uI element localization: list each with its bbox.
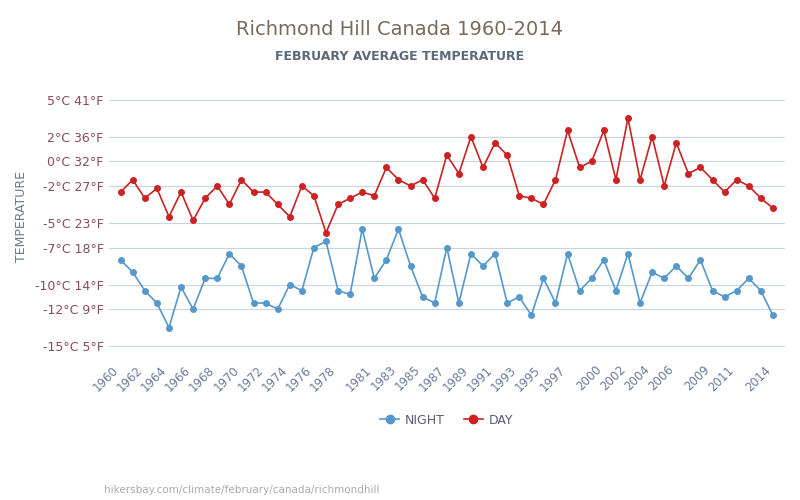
Line: DAY: DAY	[118, 116, 776, 236]
NIGHT	[285, 282, 294, 288]
DAY	[188, 218, 198, 224]
DAY	[321, 230, 330, 235]
NIGHT	[249, 300, 258, 306]
DAY	[116, 189, 126, 195]
Text: Richmond Hill Canada 1960-2014: Richmond Hill Canada 1960-2014	[237, 20, 563, 39]
DAY	[768, 205, 778, 211]
Text: FEBRUARY AVERAGE TEMPERATURE: FEBRUARY AVERAGE TEMPERATURE	[275, 50, 525, 63]
Text: hikersbay.com/climate/february/canada/richmondhill: hikersbay.com/climate/february/canada/ri…	[104, 485, 379, 495]
Line: NIGHT: NIGHT	[118, 226, 776, 330]
DAY	[370, 193, 379, 199]
NIGHT	[116, 257, 126, 263]
NIGHT	[768, 312, 778, 318]
DAY	[273, 202, 282, 207]
DAY	[720, 189, 730, 195]
Y-axis label: TEMPERATURE: TEMPERATURE	[15, 171, 28, 262]
DAY	[237, 177, 246, 183]
NIGHT	[200, 276, 210, 281]
NIGHT	[756, 288, 766, 294]
NIGHT	[720, 294, 730, 300]
NIGHT	[382, 257, 391, 263]
DAY	[756, 195, 766, 201]
NIGHT	[358, 226, 367, 232]
DAY	[623, 115, 633, 121]
NIGHT	[164, 324, 174, 330]
Legend: NIGHT, DAY: NIGHT, DAY	[375, 408, 518, 432]
